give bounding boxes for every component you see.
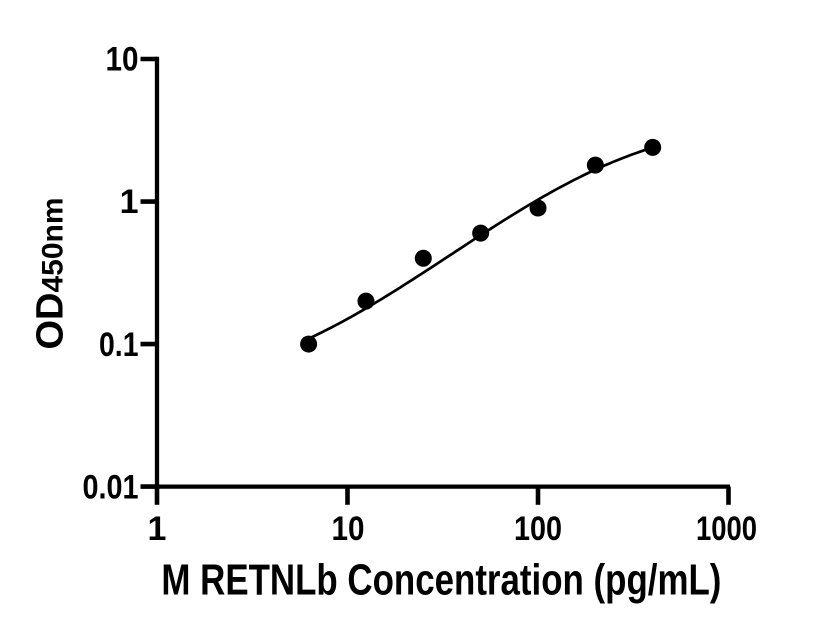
svg-text:10: 10 [332,510,365,548]
svg-text:0.1: 0.1 [99,326,139,364]
svg-text:1000: 1000 [696,510,757,548]
svg-text:100: 100 [514,510,562,548]
svg-text:M RETNLb Concentration (pg/mL): M RETNLb Concentration (pg/mL) [161,557,721,605]
svg-text:10: 10 [106,41,139,79]
svg-text:OD450nm: OD450nm [30,197,72,349]
svg-text:1: 1 [120,183,139,221]
svg-text:0.01: 0.01 [83,468,139,506]
svg-text:1: 1 [148,510,167,548]
